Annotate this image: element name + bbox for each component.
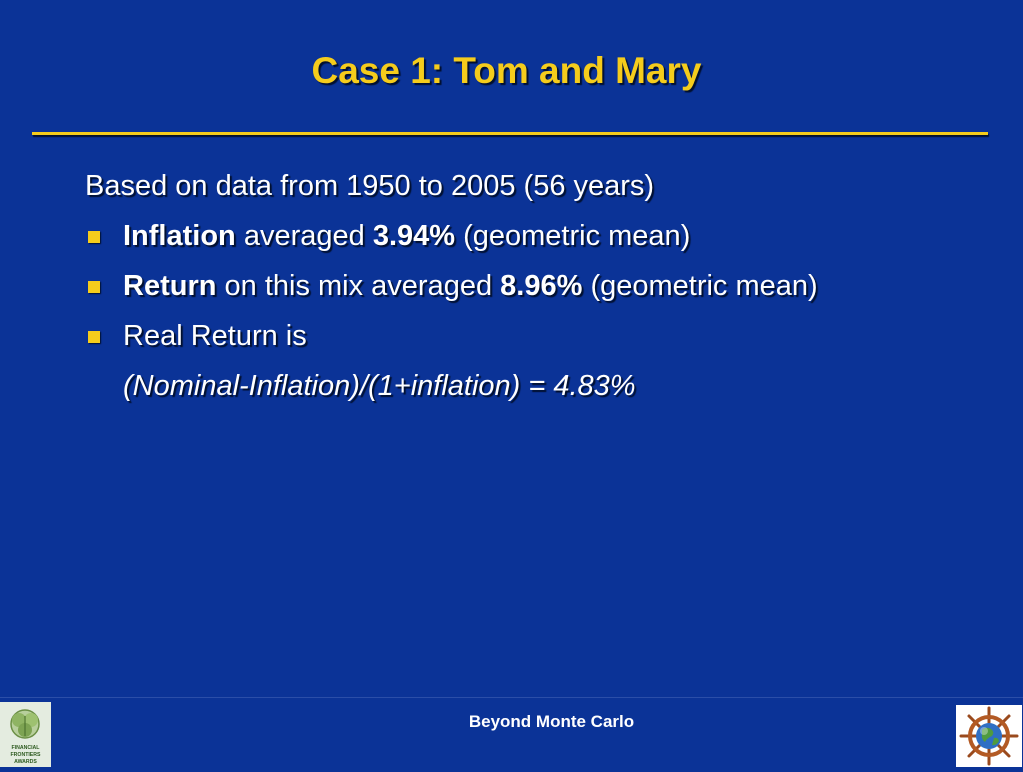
bullet-text: (geometric mean) [455, 220, 691, 252]
intro-text: Based on data from 1950 to 2005 (56 year… [85, 170, 655, 202]
bullet-value: 3.94% [372, 220, 456, 252]
slide-body: Based on data from 1950 to 2005 (56 year… [85, 166, 885, 406]
logo-line: FINANCIAL [12, 745, 41, 751]
bullet-lead: Inflation [123, 220, 236, 252]
ship-wheel-globe-logo [956, 705, 1022, 767]
ship-wheel-icon [959, 706, 1019, 766]
bullet-value: 8.96% [500, 270, 583, 302]
bullet-square-icon [88, 331, 100, 343]
title-divider [32, 132, 988, 135]
bullet-lead: Return [123, 270, 217, 302]
formula-text: (Nominal-Inflation)/(1+inflation) = 4.83… [123, 370, 636, 402]
bullet-square-icon [88, 231, 100, 243]
bullet-return: Return on this mix averaged 8.96% (geome… [85, 266, 885, 306]
financial-frontiers-awards-logo: FINANCIAL FRONTIERS AWARDS [0, 702, 51, 767]
leaf-emblem-icon: FINANCIAL FRONTIERS AWARDS [10, 709, 42, 765]
bullet-text: Real Return is [123, 320, 307, 352]
bullet-square-icon [88, 281, 100, 293]
slide-title: Case 1: Tom and Mary [311, 50, 702, 91]
footer-divider [0, 697, 1023, 698]
bullet-real-return: Real Return is [85, 316, 885, 356]
bullet-text: averaged [235, 220, 373, 252]
footer-text: Beyond Monte Carlo [468, 712, 635, 731]
logo-line: AWARDS [14, 759, 37, 765]
bullet-text: on this mix averaged [216, 270, 501, 302]
bullet-text: (geometric mean) [582, 270, 818, 302]
bullet-inflation: Inflation averaged 3.94% (geometric mean… [85, 216, 885, 256]
logo-line: FRONTIERS [11, 752, 42, 758]
